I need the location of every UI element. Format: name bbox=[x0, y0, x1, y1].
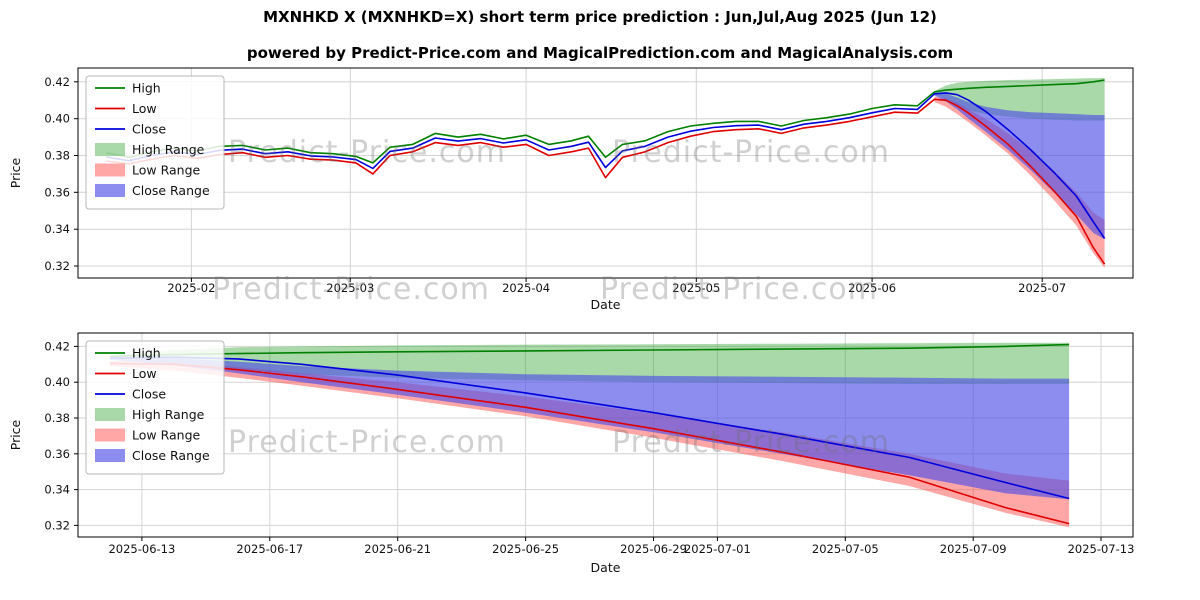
line-close bbox=[106, 92, 1106, 239]
legend-label: High bbox=[132, 346, 161, 361]
y-axis-label: Price bbox=[8, 419, 23, 450]
chart-title: MXNHKD X (MXNHKD=X) short term price pre… bbox=[263, 8, 937, 26]
x-tick-label: 2025-07 bbox=[1018, 281, 1066, 295]
series-lines bbox=[106, 79, 1106, 265]
x-tick-label: 2025-05 bbox=[672, 281, 720, 295]
x-tick-label: 2025-04 bbox=[502, 281, 550, 295]
y-tick-label: 0.38 bbox=[44, 149, 70, 163]
legend: High Low Close High Range Low Range Close Ran… bbox=[85, 75, 225, 210]
legend-swatch-patch bbox=[95, 163, 125, 177]
plot-frame bbox=[77, 67, 1134, 279]
price-chart-full-history: 0.32 0.34 0.36 0.38 0.40 0.42 2025-02 2025-03 20… bbox=[8, 67, 1134, 312]
legend-swatch-patch bbox=[95, 184, 125, 197]
y-tick-label: 0.34 bbox=[44, 222, 70, 236]
chart-subtitle: powered by Predict-Price.com and Magical… bbox=[246, 44, 954, 62]
x-tick-label: 2025-07-01 bbox=[684, 542, 751, 556]
y-tick-label: 0.36 bbox=[44, 185, 70, 199]
legend: High Low Close High Range Low Range Close Ran… bbox=[85, 340, 225, 475]
axis-ticks: 0.32 0.34 0.36 0.38 0.40 0.42 2025-06-13 2025-0… bbox=[44, 339, 1134, 556]
legend-label: High bbox=[132, 81, 161, 96]
y-tick-label: 0.42 bbox=[44, 75, 70, 89]
x-axis-label: Date bbox=[591, 560, 621, 575]
y-tick-label: 0.34 bbox=[44, 483, 70, 497]
y-tick-label: 0.32 bbox=[44, 259, 70, 273]
x-axis-label: Date bbox=[591, 297, 621, 312]
legend-swatch-patch bbox=[95, 428, 125, 442]
x-tick-label: 2025-07-05 bbox=[812, 542, 879, 556]
legend-label: Low bbox=[132, 366, 157, 381]
x-tick-label: 2025-06-13 bbox=[108, 542, 175, 556]
legend-swatch-patch bbox=[95, 449, 125, 462]
line-high bbox=[106, 79, 1105, 164]
band-close-range bbox=[110, 357, 1070, 500]
legend-label: Close Range bbox=[132, 448, 210, 463]
legend-label: Close bbox=[132, 122, 166, 137]
x-tick-label: 2025-06-25 bbox=[492, 542, 559, 556]
y-tick-label: 0.40 bbox=[44, 112, 70, 126]
legend-label: High Range bbox=[132, 142, 205, 157]
legend-label: Low Range bbox=[132, 428, 201, 443]
x-tick-label: 2025-07-09 bbox=[940, 542, 1007, 556]
price-chart-prediction-zoom: 0.32 0.34 0.36 0.38 0.40 0.42 2025-06-13 2025-0… bbox=[8, 332, 1134, 575]
plot-frame bbox=[77, 332, 1134, 538]
legend-swatch-patch bbox=[95, 143, 125, 156]
legend-label: Close bbox=[132, 387, 166, 402]
y-tick-label: 0.36 bbox=[44, 447, 70, 461]
x-tick-label: 2025-03 bbox=[326, 281, 374, 295]
prediction-bands bbox=[110, 342, 1070, 528]
x-tick-label: 2025-06-29 bbox=[620, 542, 687, 556]
y-tick-label: 0.42 bbox=[44, 339, 70, 353]
legend-label: Low Range bbox=[132, 163, 201, 178]
legend-label: Low bbox=[132, 101, 157, 116]
y-axis-label: Price bbox=[8, 157, 23, 188]
legend-swatch-patch bbox=[95, 408, 125, 421]
legend-label: High Range bbox=[132, 407, 205, 422]
axis-ticks: 0.32 0.34 0.36 0.38 0.40 0.42 2025-02 2025-03 20… bbox=[44, 75, 1066, 295]
x-tick-label: 2025-07-13 bbox=[1068, 542, 1135, 556]
band-close-range bbox=[934, 92, 1105, 240]
x-tick-label: 2025-06-17 bbox=[236, 542, 303, 556]
y-tick-label: 0.40 bbox=[44, 375, 70, 389]
x-tick-label: 2025-02 bbox=[167, 281, 215, 295]
legend-label: Close Range bbox=[132, 183, 210, 198]
x-tick-label: 2025-06 bbox=[848, 281, 896, 295]
line-low bbox=[106, 98, 1106, 265]
prediction-bands bbox=[934, 78, 1105, 268]
x-tick-label: 2025-06-21 bbox=[364, 542, 431, 556]
y-tick-label: 0.32 bbox=[44, 518, 70, 532]
y-tick-label: 0.38 bbox=[44, 411, 70, 425]
